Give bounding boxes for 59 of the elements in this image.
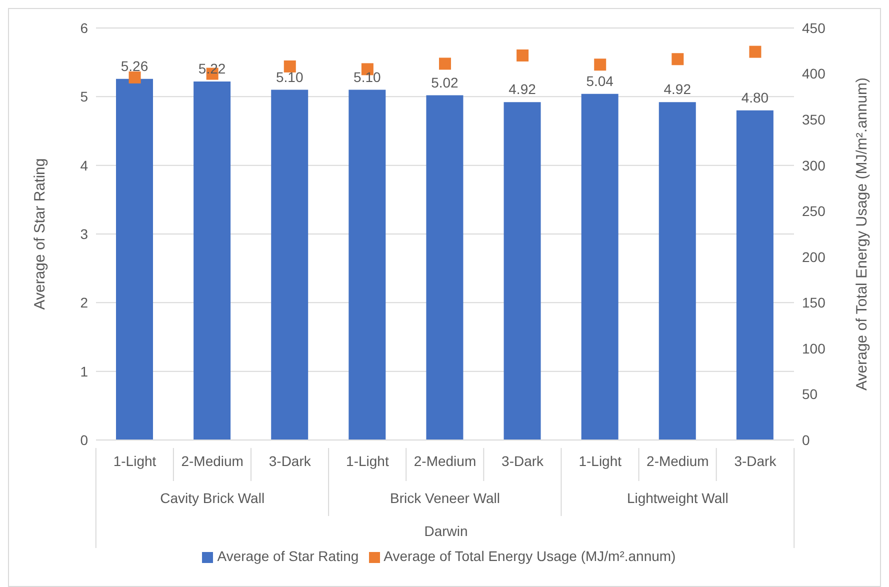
point	[594, 58, 606, 71]
bar	[736, 110, 774, 440]
text: Cavity Brick Wall	[160, 490, 265, 506]
y2-tick-label: 400	[802, 66, 826, 82]
x-tick-label: 2-Medium	[181, 453, 244, 469]
bar	[581, 94, 618, 440]
data-label: 5.26	[120, 58, 148, 74]
bar	[658, 102, 696, 440]
y-tick-label: 2	[80, 294, 88, 311]
point	[284, 60, 296, 72]
y2-tick-label: 250	[802, 203, 826, 220]
y-tick-label: 3	[80, 226, 88, 242]
data-label: 5.22	[198, 60, 226, 77]
x-tick-label: 2-Medium	[414, 453, 476, 469]
data-label: 5.10	[276, 68, 304, 85]
data-label: 4.80	[741, 89, 769, 106]
y-tick-label: 0	[80, 432, 88, 448]
bar	[426, 95, 464, 440]
point	[749, 46, 762, 58]
text: Darwin	[424, 523, 468, 539]
y2-tick-label: 50	[802, 386, 818, 402]
point	[516, 49, 529, 62]
x-tick-label: 1-Light	[113, 453, 156, 469]
data-label: 4.92	[508, 81, 536, 98]
text: Brick Veneer Wall	[390, 490, 500, 506]
y-tick-label: 6	[80, 20, 88, 36]
x-tick-label: 3-Dark	[734, 453, 778, 469]
x-tick-label: 3-Dark	[268, 453, 312, 469]
bar	[116, 78, 153, 440]
y-tick-label: 1	[80, 363, 88, 380]
y2-axis-title: Average of Total Energy Usage (MJ/m².annum)	[853, 78, 870, 390]
x-tick-label: 2-Medium	[646, 453, 709, 469]
y2-tick-label: 150	[802, 294, 826, 311]
y2-tick-label: 350	[802, 112, 826, 128]
data-label: 4.92	[664, 81, 692, 98]
y2-tick-label: 0	[802, 432, 810, 448]
y-tick-label: 5	[80, 88, 88, 105]
y-tick-label: 4	[80, 157, 88, 174]
legend-label: Average of Total Energy Usage (MJ/m².annum)	[384, 548, 676, 564]
y-axis-title: Average of Star Rating	[31, 158, 48, 310]
data-label: 5.04	[586, 72, 614, 89]
y2-tick-label: 200	[802, 248, 826, 265]
text: Lightweight Wall	[626, 490, 728, 506]
y2-tick-label: 100	[802, 340, 826, 356]
bar	[348, 90, 386, 440]
data-label: 5.10	[354, 68, 382, 85]
point	[128, 71, 141, 84]
x-tick-label: 1-Light	[578, 453, 622, 469]
legend-label: Average of Star Rating	[217, 548, 359, 564]
bar	[504, 102, 541, 440]
x-tick-label: 3-Dark	[502, 453, 545, 469]
bar	[271, 90, 308, 440]
y2-tick-label: 300	[802, 157, 826, 174]
bar	[194, 82, 231, 440]
x-tick-label: 1-Light	[346, 453, 389, 469]
point	[672, 53, 684, 66]
point	[439, 58, 451, 70]
y2-tick-label: 450	[802, 20, 826, 36]
data-label: 5.02	[431, 74, 459, 90]
